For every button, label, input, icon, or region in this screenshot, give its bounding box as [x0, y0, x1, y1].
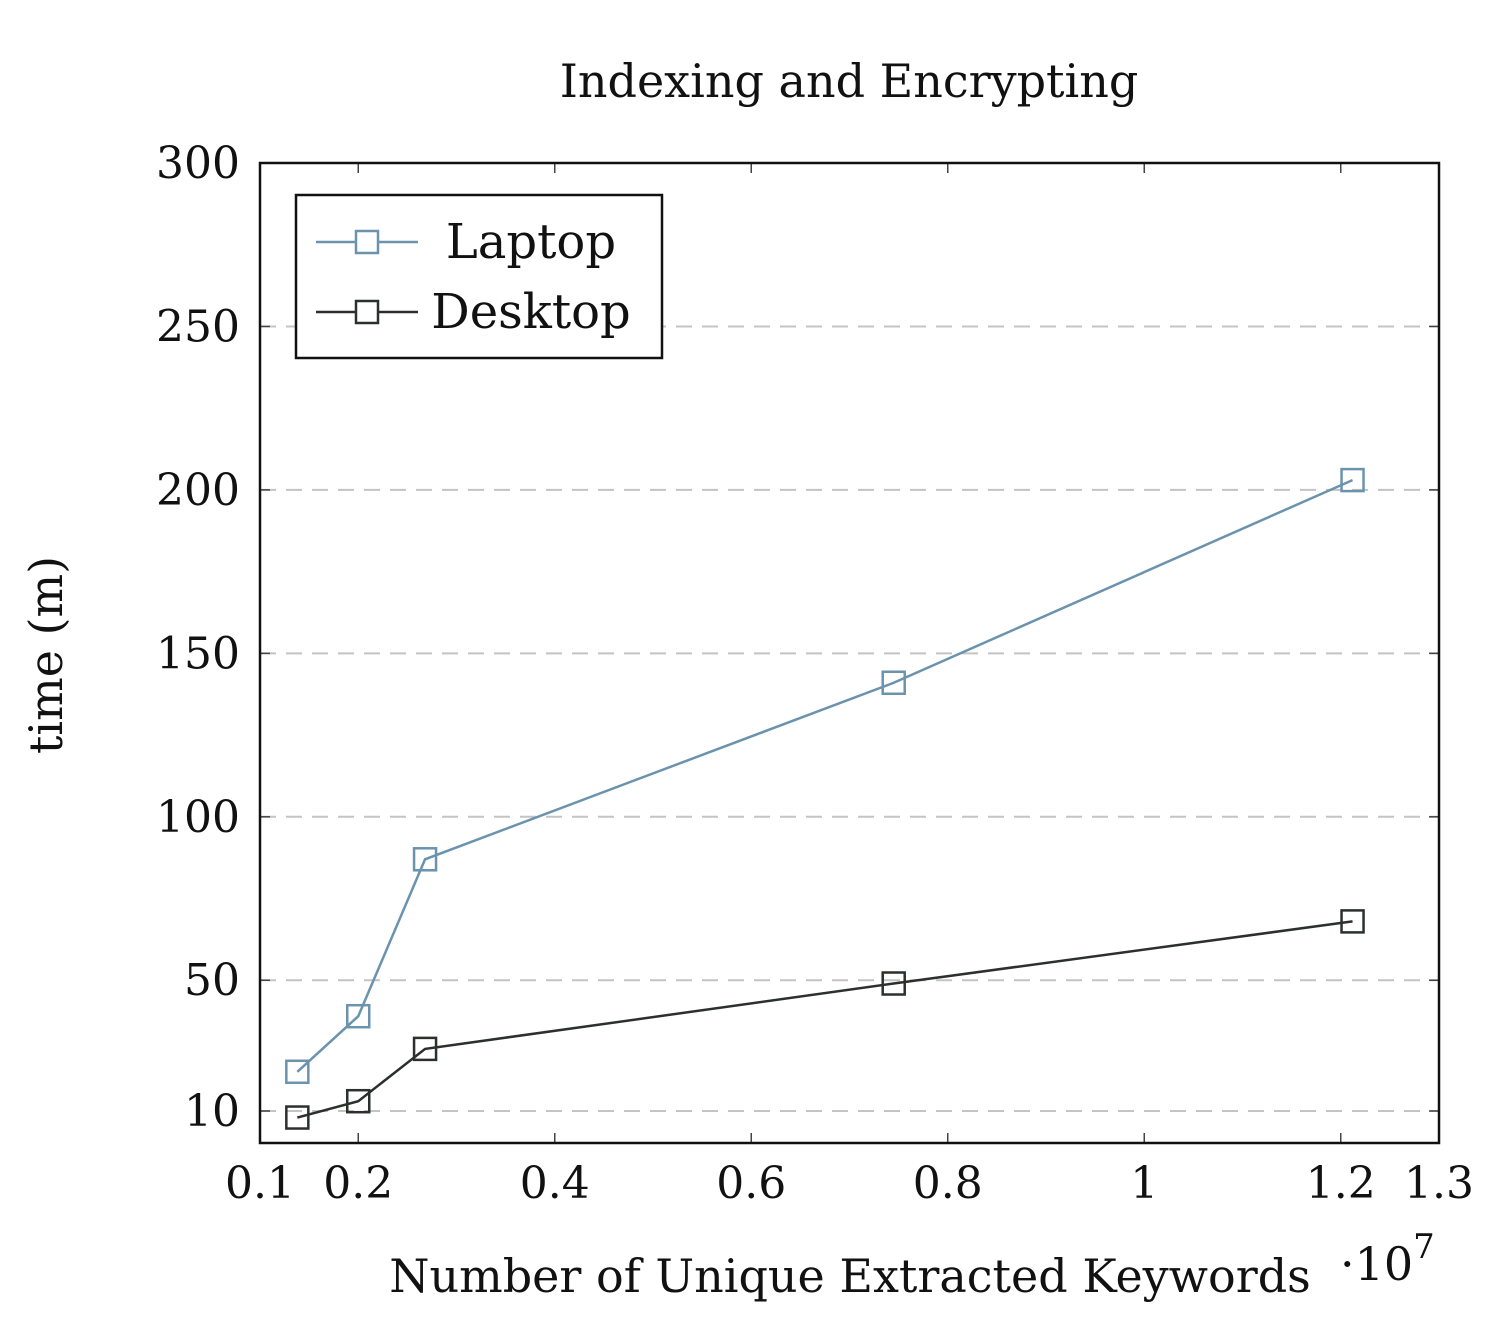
y-tick-label: 50 [184, 955, 240, 1006]
plot-frame [258, 161, 1441, 1145]
y-tick-label: 100 [156, 792, 240, 843]
data-point-desktop [412, 1036, 438, 1062]
data-point-laptop [1340, 467, 1365, 493]
data-point-desktop [1340, 909, 1365, 934]
data-point-laptop [346, 1003, 371, 1029]
legend-marker-laptop [354, 229, 380, 255]
x-tick-label: 0.2 [323, 1158, 393, 1209]
data-point-laptop [412, 847, 438, 872]
x-tick-label: 0.4 [520, 1158, 590, 1209]
x-tick-labels: 0.1 0.2 0.4 0.6 0.8 1 1.2 1.3 [225, 1158, 1474, 1209]
legend-box [294, 193, 664, 360]
series-layer [285, 467, 1365, 1130]
y-tick-labels: 10 50 100 150 200 250 300 [156, 138, 240, 1137]
y-tick-label: 150 [156, 628, 240, 679]
y-axis-label: time (m) [19, 556, 73, 754]
gridlines [260, 325, 1439, 1112]
data-point-desktop [881, 971, 906, 996]
legend-label-laptop: Laptop [446, 214, 616, 270]
legend: Laptop Desktop [294, 193, 664, 360]
x-scale-exponent: 7 [1413, 1227, 1435, 1267]
x-tick-label: 1 [1130, 1158, 1158, 1209]
series-line-laptop [296, 478, 1354, 1073]
data-point-desktop [346, 1088, 371, 1114]
x-tick-label: 0.6 [716, 1158, 786, 1209]
y-tick-label: 250 [156, 301, 240, 352]
x-tick-label: 0.1 [225, 1158, 295, 1209]
x-scale-factor: ·107 [1340, 1227, 1435, 1291]
series-line-desktop [297, 920, 1353, 1119]
data-point-desktop [285, 1105, 310, 1130]
x-tick-label: 1.2 [1306, 1158, 1376, 1209]
legend-label-desktop: Desktop [431, 284, 631, 340]
y-tick-label: 300 [156, 138, 240, 189]
x-axis-label: Number of Unique Extracted Keywords [389, 1249, 1311, 1303]
x-scale-base: ·10 [1340, 1237, 1413, 1291]
data-point-laptop [285, 1059, 310, 1085]
data-point-laptop [881, 670, 906, 696]
x-tick-label: 0.8 [913, 1158, 983, 1209]
x-tick-label: 1.3 [1404, 1158, 1474, 1209]
y-tick-label: 10 [184, 1086, 240, 1137]
y-tick-label: 200 [156, 465, 240, 516]
chart-title: Indexing and Encrypting [560, 54, 1139, 108]
legend-marker-desktop [354, 299, 380, 325]
